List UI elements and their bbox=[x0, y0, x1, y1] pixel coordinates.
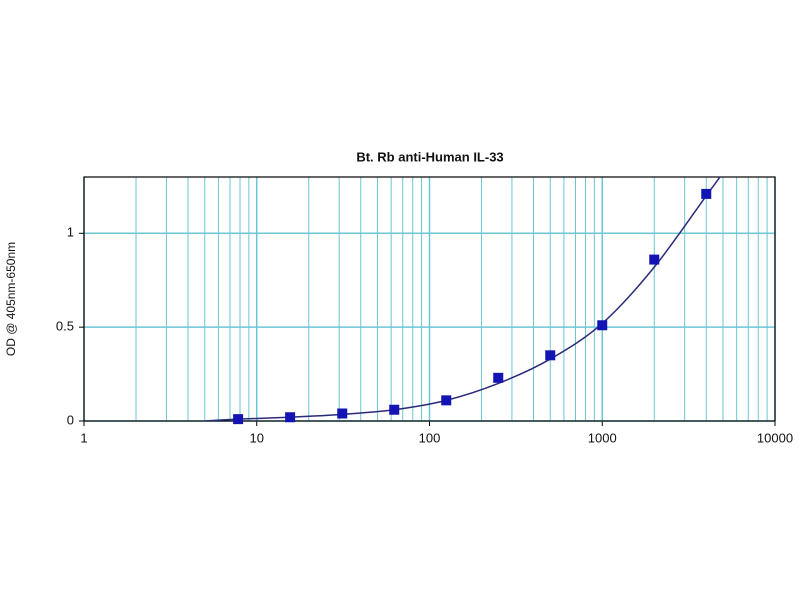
x-tick-label: 1 bbox=[80, 430, 87, 445]
data-point bbox=[337, 408, 348, 419]
y-tick-label: 0 bbox=[67, 412, 74, 427]
plot-frame bbox=[83, 176, 776, 422]
data-point bbox=[545, 350, 556, 361]
data-point bbox=[441, 395, 452, 406]
y-axis-label: OD @ 405nm-650nm bbox=[4, 242, 18, 356]
y-tick-label: 0.5 bbox=[56, 319, 74, 334]
data-point bbox=[649, 254, 660, 265]
data-point bbox=[285, 412, 296, 423]
data-point bbox=[389, 404, 400, 415]
data-point bbox=[701, 188, 712, 199]
data-point bbox=[493, 372, 504, 383]
x-tick-label: 1000 bbox=[588, 430, 617, 445]
fit-curve bbox=[204, 177, 721, 421]
data-point bbox=[233, 414, 244, 425]
chart-title: Bt. Rb anti-Human IL-33 bbox=[356, 149, 503, 164]
x-tick-label: 100 bbox=[419, 430, 441, 445]
x-tick-label: 10 bbox=[250, 430, 264, 445]
x-tick-label: 10000 bbox=[757, 430, 793, 445]
data-point bbox=[597, 320, 608, 331]
y-tick-label: 1 bbox=[67, 225, 74, 240]
